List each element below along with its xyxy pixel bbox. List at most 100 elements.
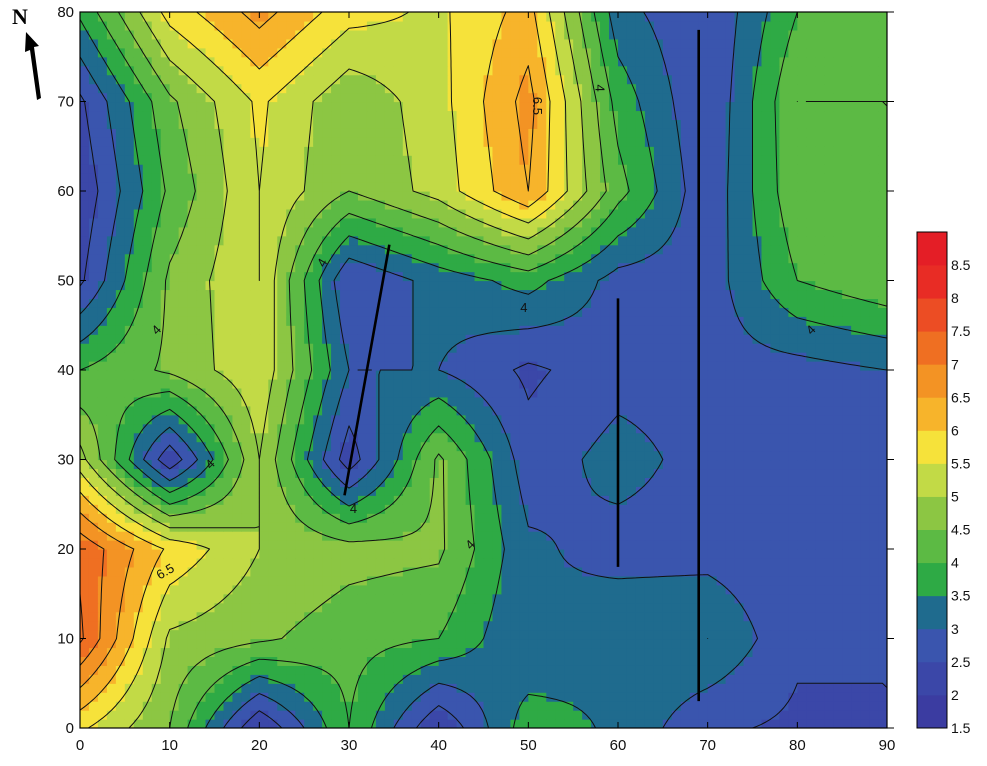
contour-cell — [456, 665, 467, 675]
contour-cell — [322, 629, 332, 640]
contour-cell — [115, 343, 126, 353]
contour-cell — [644, 316, 655, 326]
contour-cell — [564, 244, 574, 255]
contour-cell — [357, 423, 368, 434]
contour-cell — [340, 513, 350, 523]
contour-cell — [609, 557, 619, 568]
contour-cell — [797, 316, 807, 326]
contour-cell — [384, 396, 395, 407]
contour-cell — [779, 361, 789, 371]
contour-cell — [438, 414, 449, 425]
contour-cell — [232, 334, 242, 344]
contour-cell — [698, 647, 709, 657]
contour-cell — [295, 325, 305, 335]
contour-cell — [357, 378, 368, 389]
contour-cell — [304, 378, 314, 389]
contour-cell — [178, 638, 189, 649]
contour-cell — [106, 701, 117, 711]
contour-cell — [537, 244, 547, 255]
contour-cell — [671, 566, 682, 577]
contour-cell — [860, 701, 870, 711]
contour-cell — [268, 387, 278, 398]
contour-cell — [537, 378, 547, 389]
contour-cell — [519, 262, 529, 273]
contour-cell — [420, 477, 431, 487]
contour-cell — [860, 289, 870, 299]
contour-cell — [707, 692, 718, 702]
contour-cell — [618, 441, 628, 452]
contour-cell — [698, 683, 709, 693]
contour-cell — [851, 629, 861, 640]
contour-cell — [537, 441, 547, 452]
contour-cell — [564, 557, 574, 568]
contour-cell — [851, 620, 861, 631]
contour-cell — [671, 352, 682, 362]
contour-cell — [366, 683, 377, 693]
contour-cell — [671, 235, 682, 246]
contour-cell — [474, 692, 485, 702]
contour-cell — [564, 378, 574, 389]
contour-cell — [815, 611, 825, 622]
contour-cell — [366, 504, 377, 514]
contour-cell — [286, 271, 296, 282]
contour-cell — [626, 414, 637, 425]
contour-cell — [115, 432, 126, 443]
contour-cell — [277, 486, 287, 496]
contour-cell — [393, 656, 404, 666]
contour-cell — [824, 352, 834, 362]
contour-cell — [716, 540, 727, 550]
contour-cell — [716, 486, 727, 496]
contour-cell — [331, 298, 341, 308]
contour-cell — [761, 504, 772, 514]
contour-cell — [564, 710, 574, 720]
contour-cell — [268, 584, 278, 595]
contour-cell — [474, 244, 485, 255]
contour-cell — [564, 486, 574, 496]
contour-cell — [322, 584, 332, 595]
contour-cell — [662, 405, 673, 416]
contour-cell — [286, 584, 296, 595]
contour-cell — [250, 549, 260, 559]
contour-cell — [169, 432, 180, 443]
contour-cell — [295, 477, 305, 487]
contour-cell — [842, 423, 852, 434]
contour-cell — [743, 674, 754, 684]
contour-cell — [250, 244, 260, 255]
contour-cell — [528, 611, 538, 622]
contour-cell — [815, 665, 825, 675]
contour-cell — [438, 423, 449, 434]
contour-cell — [259, 656, 269, 666]
contour-cell — [797, 495, 807, 505]
contour-cell — [591, 522, 601, 532]
contour-cell — [250, 423, 260, 434]
contour-cell — [474, 620, 485, 631]
contour-cell — [366, 522, 377, 532]
contour-cell — [259, 280, 269, 291]
contour-cell — [178, 575, 189, 586]
contour-cell — [420, 387, 431, 398]
contour-cell — [313, 477, 323, 487]
contour-cell — [591, 343, 601, 353]
contour-cell — [447, 459, 458, 470]
contour-cell — [734, 513, 745, 523]
contour-cell — [205, 710, 216, 720]
contour-cell — [743, 584, 754, 595]
contour-cell — [250, 289, 260, 299]
contour-cell — [196, 316, 207, 326]
contour-cell — [501, 477, 511, 487]
contour-cell — [851, 701, 861, 711]
contour-cell — [349, 316, 359, 326]
contour-cell — [465, 262, 476, 273]
contour-cell — [761, 316, 772, 326]
contour-cell — [824, 387, 834, 398]
contour-cell — [591, 450, 601, 461]
contour-cell — [761, 307, 772, 317]
contour-cell — [591, 602, 601, 613]
contour-cell — [564, 647, 574, 657]
contour-cell — [357, 566, 368, 577]
contour-cell — [564, 280, 574, 291]
contour-cell — [286, 361, 296, 371]
contour-cell — [465, 432, 476, 443]
contour-cell — [546, 611, 556, 622]
contour-cell — [680, 370, 691, 380]
